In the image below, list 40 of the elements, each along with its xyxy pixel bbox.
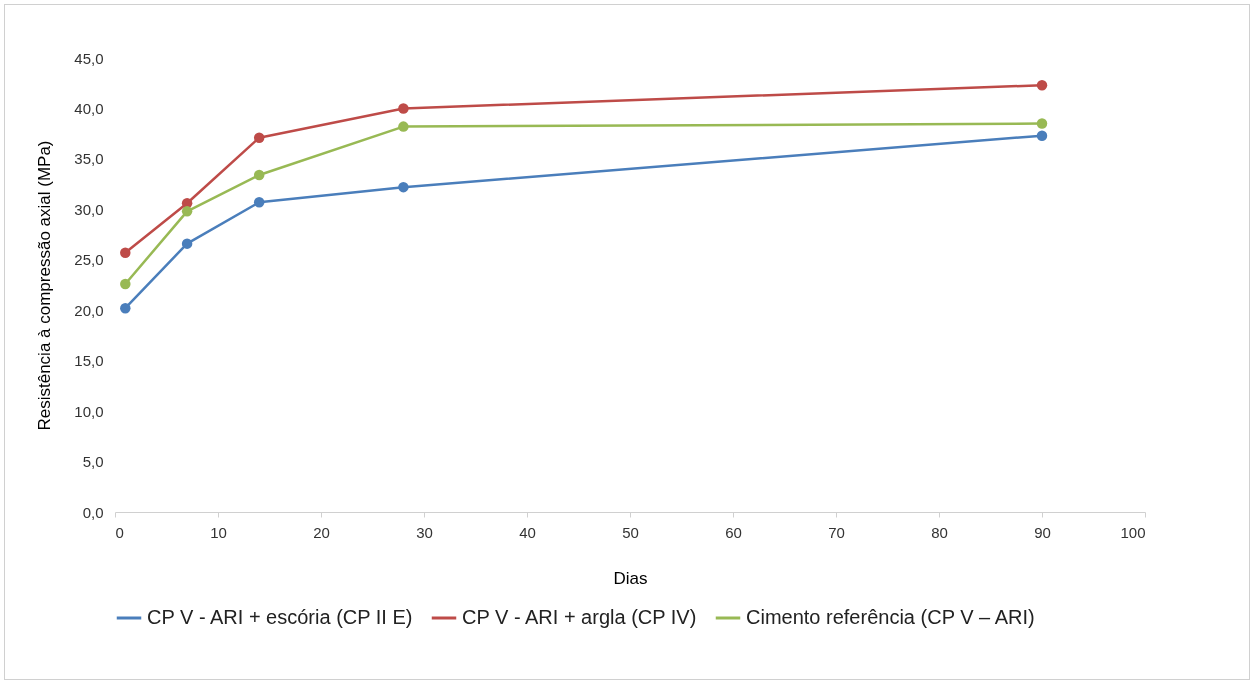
x-tick-label: 40	[519, 523, 536, 541]
x-tick-label: 90	[1034, 523, 1051, 541]
point	[398, 181, 409, 193]
x-tick-label: 80	[931, 523, 948, 541]
y-tick-label: 5,0	[82, 453, 104, 471]
point	[253, 197, 265, 208]
y-tick-label: 0,0	[82, 503, 104, 521]
y-tick-label: 20,0	[74, 301, 104, 319]
x-tick-label: 100	[1120, 523, 1146, 541]
point	[253, 132, 265, 143]
x-tick-label: 10	[210, 523, 227, 541]
point	[120, 247, 131, 258]
y-tick-label: 45,0	[74, 49, 104, 67]
x-axis-title: Dias	[613, 568, 648, 588]
legend-label: CP V - ARI + argla (CP IV)	[462, 606, 697, 628]
point	[1036, 130, 1048, 141]
point	[253, 169, 265, 181]
y-tick-label: 25,0	[74, 251, 104, 269]
y-axis-title: Resistência à compressão axial (MPa)	[35, 140, 55, 431]
y-tick-label: 35,0	[74, 150, 104, 168]
y-tick-label: 15,0	[74, 352, 104, 370]
point	[181, 238, 193, 249]
point	[1036, 118, 1048, 129]
y-tick-label: 30,0	[74, 200, 104, 218]
x-tick-label: 70	[828, 523, 845, 541]
x-tick-label: 30	[416, 523, 433, 541]
x-tick-label: 0	[115, 523, 124, 541]
point	[120, 278, 131, 290]
y-tick-label: 40,0	[74, 99, 104, 117]
y-tick-label: 10,0	[74, 402, 104, 420]
x-tick-label: 20	[313, 523, 330, 541]
legend-label: Cimento referência (CP V – ARI)	[746, 606, 1035, 628]
point	[398, 103, 409, 114]
x-tick-label: 60	[725, 523, 742, 541]
point	[181, 206, 193, 217]
legend-label: CP V - ARI + escória (CP II E)	[147, 606, 413, 628]
point	[398, 121, 409, 132]
x-tick-label: 50	[622, 523, 639, 541]
point	[120, 302, 131, 314]
point	[1036, 80, 1048, 91]
